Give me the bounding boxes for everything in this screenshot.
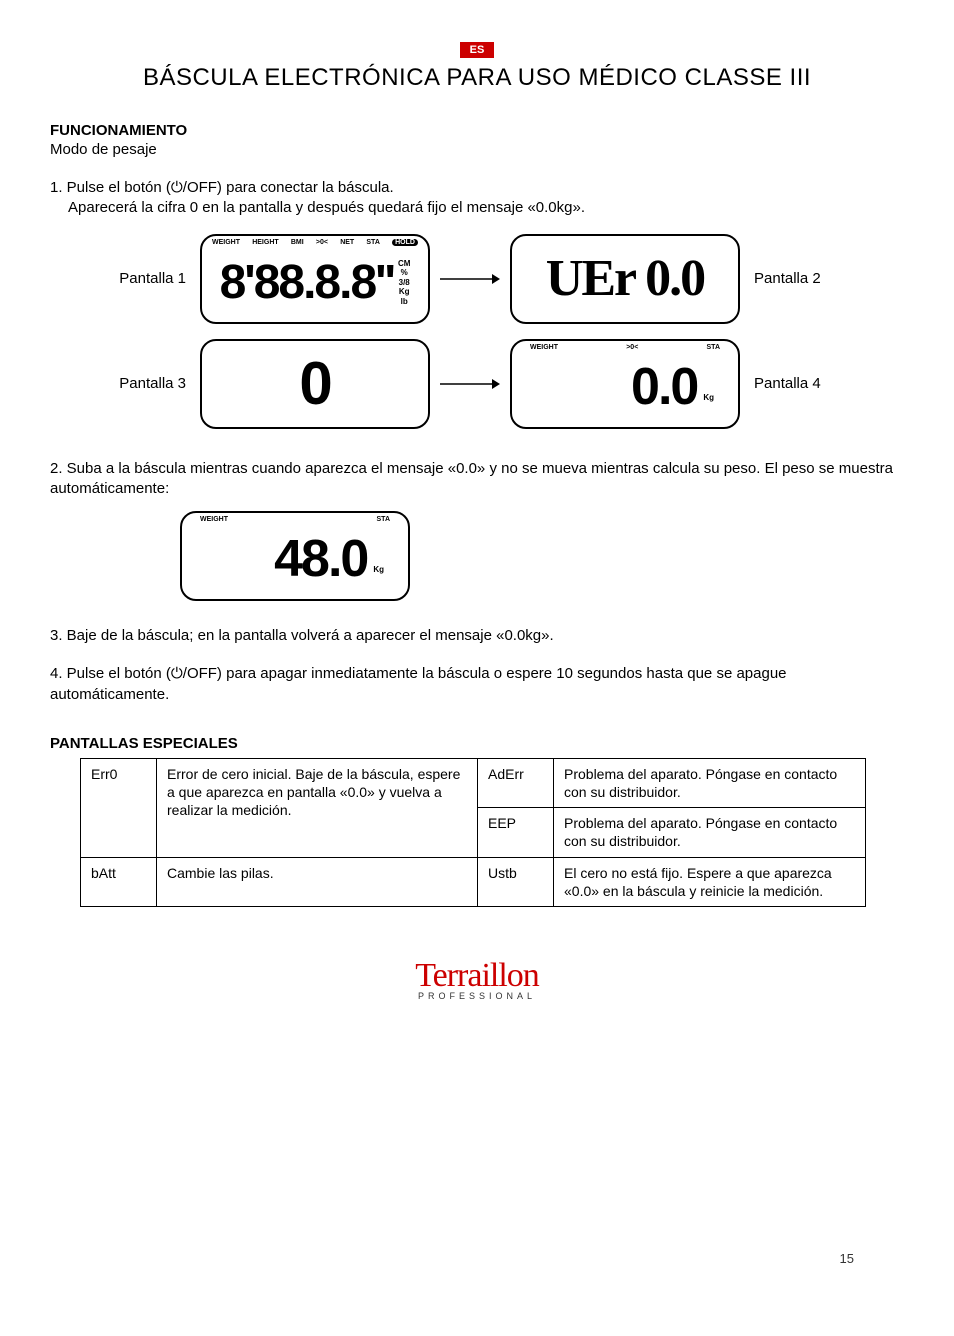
section1-subtitle: Modo de pesaje xyxy=(50,141,904,158)
err-desc: Error de cero inicial. Baje de la báscul… xyxy=(157,758,478,857)
err-desc: Problema del aparato. Póngase en contact… xyxy=(554,758,866,807)
err-code: AdErr xyxy=(478,758,554,807)
header-lang-row: ES xyxy=(50,40,904,58)
lcd1-annot: WEIGHT xyxy=(212,239,240,246)
step1-line2: Aparecerá la cifra 0 en la pantalla y de… xyxy=(68,198,904,218)
lcd1-units: CM % 3/8 Kg lb xyxy=(398,259,410,307)
lcd4-annot: STA xyxy=(707,344,720,351)
lcd5-annot: WEIGHT xyxy=(200,516,228,523)
err-code: Ustb xyxy=(478,857,554,906)
brand-logo: Terraillon xyxy=(50,957,904,995)
lang-badge: ES xyxy=(460,42,495,58)
lcd-5: WEIGHT STA 48.0 Kg xyxy=(180,511,410,601)
arrow-icon xyxy=(440,378,500,390)
lcd1-annot: >0< xyxy=(316,239,328,246)
footer: Terraillon PROFESSIONAL xyxy=(50,957,904,1001)
step2-text: 2. Suba a la báscula mientras cuando apa… xyxy=(50,459,904,500)
lcd1-annot: HEIGHT xyxy=(252,239,278,246)
lcd1-digits: 8'88.8.8'' xyxy=(220,259,394,307)
lcd5-digits: 48.0 xyxy=(274,533,367,585)
lcd4-annot: >0< xyxy=(626,344,638,351)
lcd4-digits: 0.0 xyxy=(631,361,697,413)
table-row: bAtt Cambie las pilas. Ustb El cero no e… xyxy=(81,857,866,906)
page-title: BÁSCULA ELECTRÓNICA PARA USO MÉDICO CLAS… xyxy=(50,64,904,92)
step1-line1: 1. Pulse el botón (⏻/OFF) para conectar … xyxy=(50,178,904,198)
lcd1-annot: STA xyxy=(366,239,379,246)
section2-heading: PANTALLAS ESPECIALES xyxy=(50,735,904,752)
lcd5-annot: STA xyxy=(377,516,390,523)
err-code: bAtt xyxy=(81,857,157,906)
lcd1-annot: HOLD xyxy=(392,239,418,246)
err-desc: Cambie las pilas. xyxy=(157,857,478,906)
label-pantalla4: Pantalla 4 xyxy=(750,375,830,392)
lcd2-digits: UEr 0.0 xyxy=(546,253,704,305)
error-table: Err0 Error de cero inicial. Baje de la b… xyxy=(80,758,866,907)
table-row: Err0 Error de cero inicial. Baje de la b… xyxy=(81,758,866,807)
brand-subtitle: PROFESSIONAL xyxy=(50,991,904,1001)
lcd-2: UEr 0.0 xyxy=(510,234,740,324)
lcd5-unit: Kg xyxy=(373,565,384,575)
step4-text: 4. Pulse el botón (⏻/OFF) para apagar in… xyxy=(50,664,904,705)
lcd-3: 0 xyxy=(200,339,430,429)
lcd4-annot: WEIGHT xyxy=(530,344,558,351)
lcd1-annot: BMI xyxy=(291,239,304,246)
lcd-4: WEIGHT >0< STA 0.0 Kg xyxy=(510,339,740,429)
display-diagram: Pantalla 1 WEIGHT HEIGHT BMI >0< NET STA… xyxy=(110,234,904,429)
label-pantalla1: Pantalla 1 xyxy=(110,270,190,287)
section1-heading: FUNCIONAMIENTO xyxy=(50,122,904,139)
arrow-icon xyxy=(440,273,500,285)
lcd1-annot: NET xyxy=(340,239,354,246)
lcd4-unit: Kg xyxy=(703,393,714,403)
err-desc: Problema del aparato. Póngase en contact… xyxy=(554,808,866,857)
page-number: 15 xyxy=(840,1251,854,1266)
err-code: Err0 xyxy=(81,758,157,857)
err-code: EEP xyxy=(478,808,554,857)
step3-text: 3. Baje de la báscula; en la pantalla vo… xyxy=(50,626,904,646)
lcd3-digits: 0 xyxy=(299,354,330,414)
label-pantalla2: Pantalla 2 xyxy=(750,270,830,287)
err-desc: El cero no está fijo. Espere a que apare… xyxy=(554,857,866,906)
label-pantalla3: Pantalla 3 xyxy=(110,375,190,392)
lcd-1: WEIGHT HEIGHT BMI >0< NET STA HOLD 8'88.… xyxy=(200,234,430,324)
